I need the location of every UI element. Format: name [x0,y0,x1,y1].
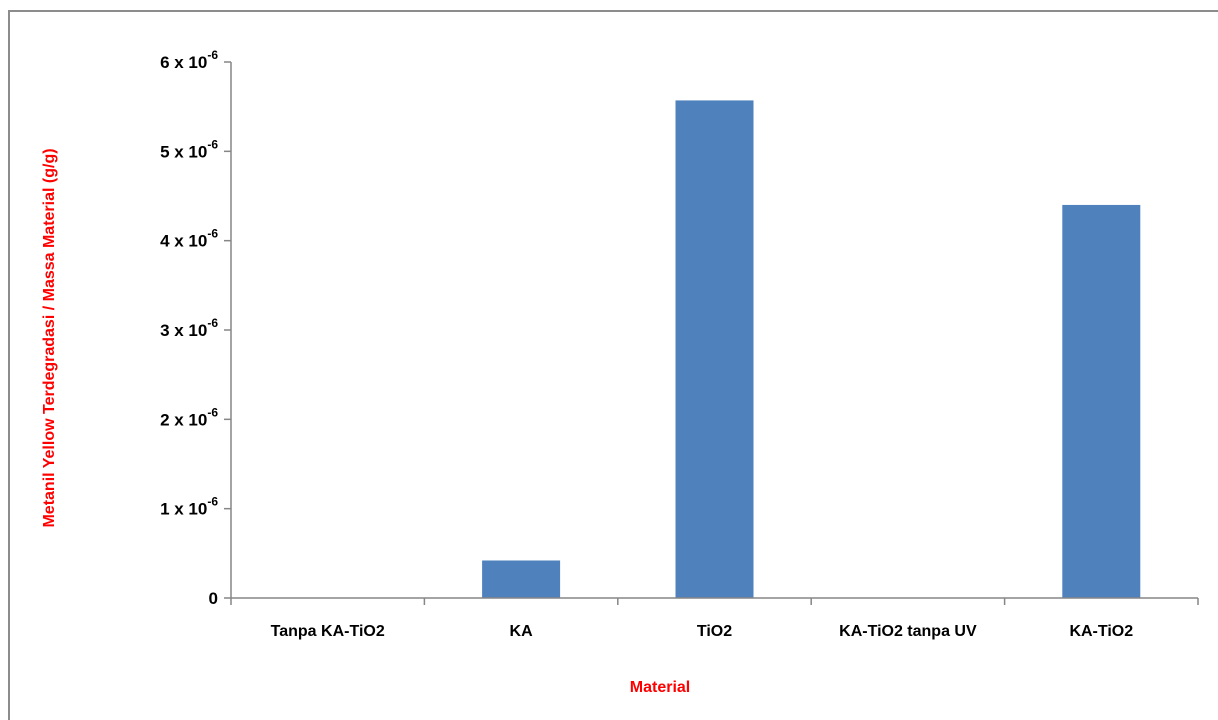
y-tick-exponent: -6 [207,405,218,419]
bar-1 [482,560,561,598]
y-tick-label: 0 [209,589,218,608]
y-tick-mantissa: 4 x 10 [160,232,207,251]
y-tick-mantissa: 6 x 10 [160,53,207,72]
bar-2 [675,100,754,598]
x-axis-ticks: Tanpa KA-TiO2 KA TiO2 KA-TiO2 tanpa UV KA-Ti… [230,598,1199,640]
y-tick-label: 2 x 10-6 [160,405,218,429]
y-tick-label: 1 x 10-6 [160,495,218,519]
y-tick-label: 3 x 10-6 [160,316,218,340]
y-tick-mantissa: 2 x 10 [160,410,207,429]
bar-4 [1062,204,1141,598]
y-tick-mantissa: 5 x 10 [160,142,207,161]
y-tick-mantissa: 0 [209,589,218,608]
y-tick-mantissa: 1 x 10 [160,500,207,519]
y-tick-exponent: -6 [207,48,218,62]
bars [482,100,1141,598]
y-tick-label: 6 x 10-6 [160,48,218,72]
y-tick-exponent: -6 [207,227,218,241]
y-tick-label: 5 x 10-6 [160,137,218,161]
x-category-label: KA-TiO2 tanpa UV [839,623,977,640]
y-tick-mantissa: 3 x 10 [160,321,207,340]
x-axis-title: Material [630,679,690,696]
y-tick-exponent: -6 [207,495,218,509]
y-tick-exponent: -6 [207,316,218,330]
chart-frame [8,10,1218,720]
y-axis-title: Metanil Yellow Terdegradasi / Massa Mate… [41,148,58,527]
y-axis-ticks: 01 x 10-62 x 10-63 x 10-64 x 10-65 x 10-… [160,48,231,608]
x-category-label: KA [510,623,534,640]
x-category-label: Tanpa KA-TiO2 [271,623,385,640]
x-category-label: TiO2 [697,623,732,640]
y-tick-label: 4 x 10-6 [160,227,218,251]
y-tick-exponent: -6 [207,137,218,151]
x-category-label: KA-TiO2 [1069,623,1133,640]
